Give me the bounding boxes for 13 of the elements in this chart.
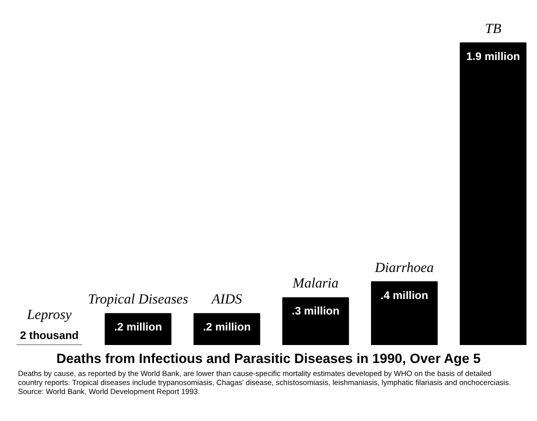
x-tick-label: Diarrhoea [374, 260, 434, 276]
x-tick-label: AIDS [210, 292, 242, 308]
x-tick-label: Leprosy [26, 308, 72, 324]
x-tick-label: Malaria [292, 276, 339, 292]
data-label: 2 thousand [20, 330, 79, 342]
data-label: .4 million [380, 290, 428, 302]
data-label: .2 million [203, 322, 251, 334]
data-label: .2 million [114, 322, 162, 334]
x-tick-label: TB [484, 22, 502, 37]
data-label: .3 million [292, 306, 340, 318]
data-label: 1.9 million [466, 50, 520, 63]
text: Deaths from Infectious and Parasitic Diseases in 1990, Over Age 5 [56, 350, 481, 368]
x-tick-label: Tropical Diseases [88, 292, 189, 308]
